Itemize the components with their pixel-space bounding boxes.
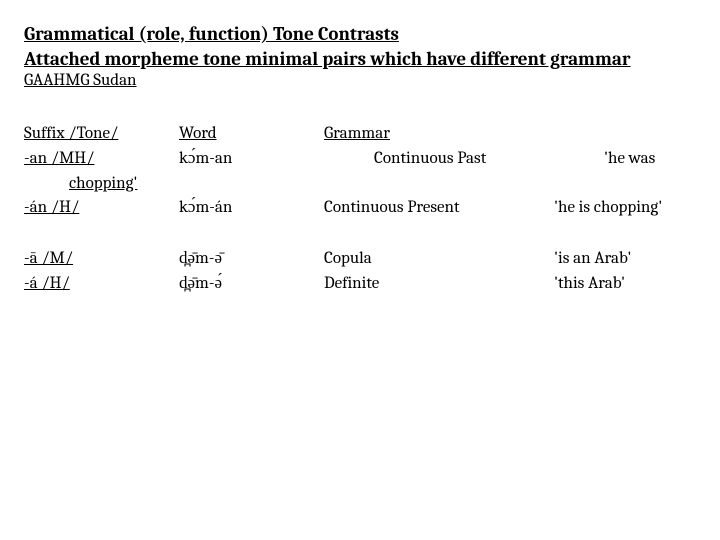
word-cell: kɔ́m-án [179, 198, 232, 217]
word-cell: kɔ́m-an [179, 149, 232, 168]
word-cell: d̪ə̄m-ə́ [179, 274, 222, 293]
suffix-cell-wrap: chopping' [69, 174, 137, 193]
grammar-cell: Continuous Present [324, 198, 460, 217]
source-line: GAAHMG Sudan [24, 71, 696, 90]
title: Grammatical (role, function) Tone Contra… [24, 22, 696, 47]
gloss-cell: 'is an Arab' [554, 249, 631, 268]
data-row: chopping' [24, 172, 696, 197]
data-row: -án /H/ kɔ́m-án Continuous Present 'he… [24, 196, 696, 221]
suffix-cell: -án /H/ [24, 198, 79, 217]
header-row: Suffix /Tone/ Word Grammar [24, 122, 696, 147]
gloss-cell: 'this Arab' [554, 274, 625, 293]
data-row: -ā /M/ d̪ə̄m-ə̄ Copula 'is an Arab' [24, 247, 696, 272]
suffix-cell: -á /H/ [24, 274, 70, 293]
header-word: Word [179, 124, 217, 143]
word-cell: d̪ə̄m-ə̄ [179, 249, 222, 268]
subtitle: Attached morpheme tone minimal pairs whi… [24, 47, 696, 72]
grammar-cell: Copula [324, 249, 372, 268]
suffix-cell: -ā /M/ [24, 249, 73, 268]
grammar-cell: Continuous Past [374, 149, 486, 168]
gloss-cell: 'he was [604, 149, 655, 168]
header-suffix: Suffix /Tone/ [24, 124, 118, 143]
data-row: -an /MH/ kɔ́m-an Continuous Past 'he was [24, 147, 696, 172]
header-grammar: Grammar [324, 124, 390, 143]
grammar-cell: Definite [324, 274, 379, 293]
gloss-cell: 'he is chopping' [554, 198, 662, 217]
data-row: -á /H/ d̪ə̄m-ə́ Definite 'this Arab' [24, 272, 696, 297]
suffix-cell: -an /MH/ [24, 149, 94, 168]
